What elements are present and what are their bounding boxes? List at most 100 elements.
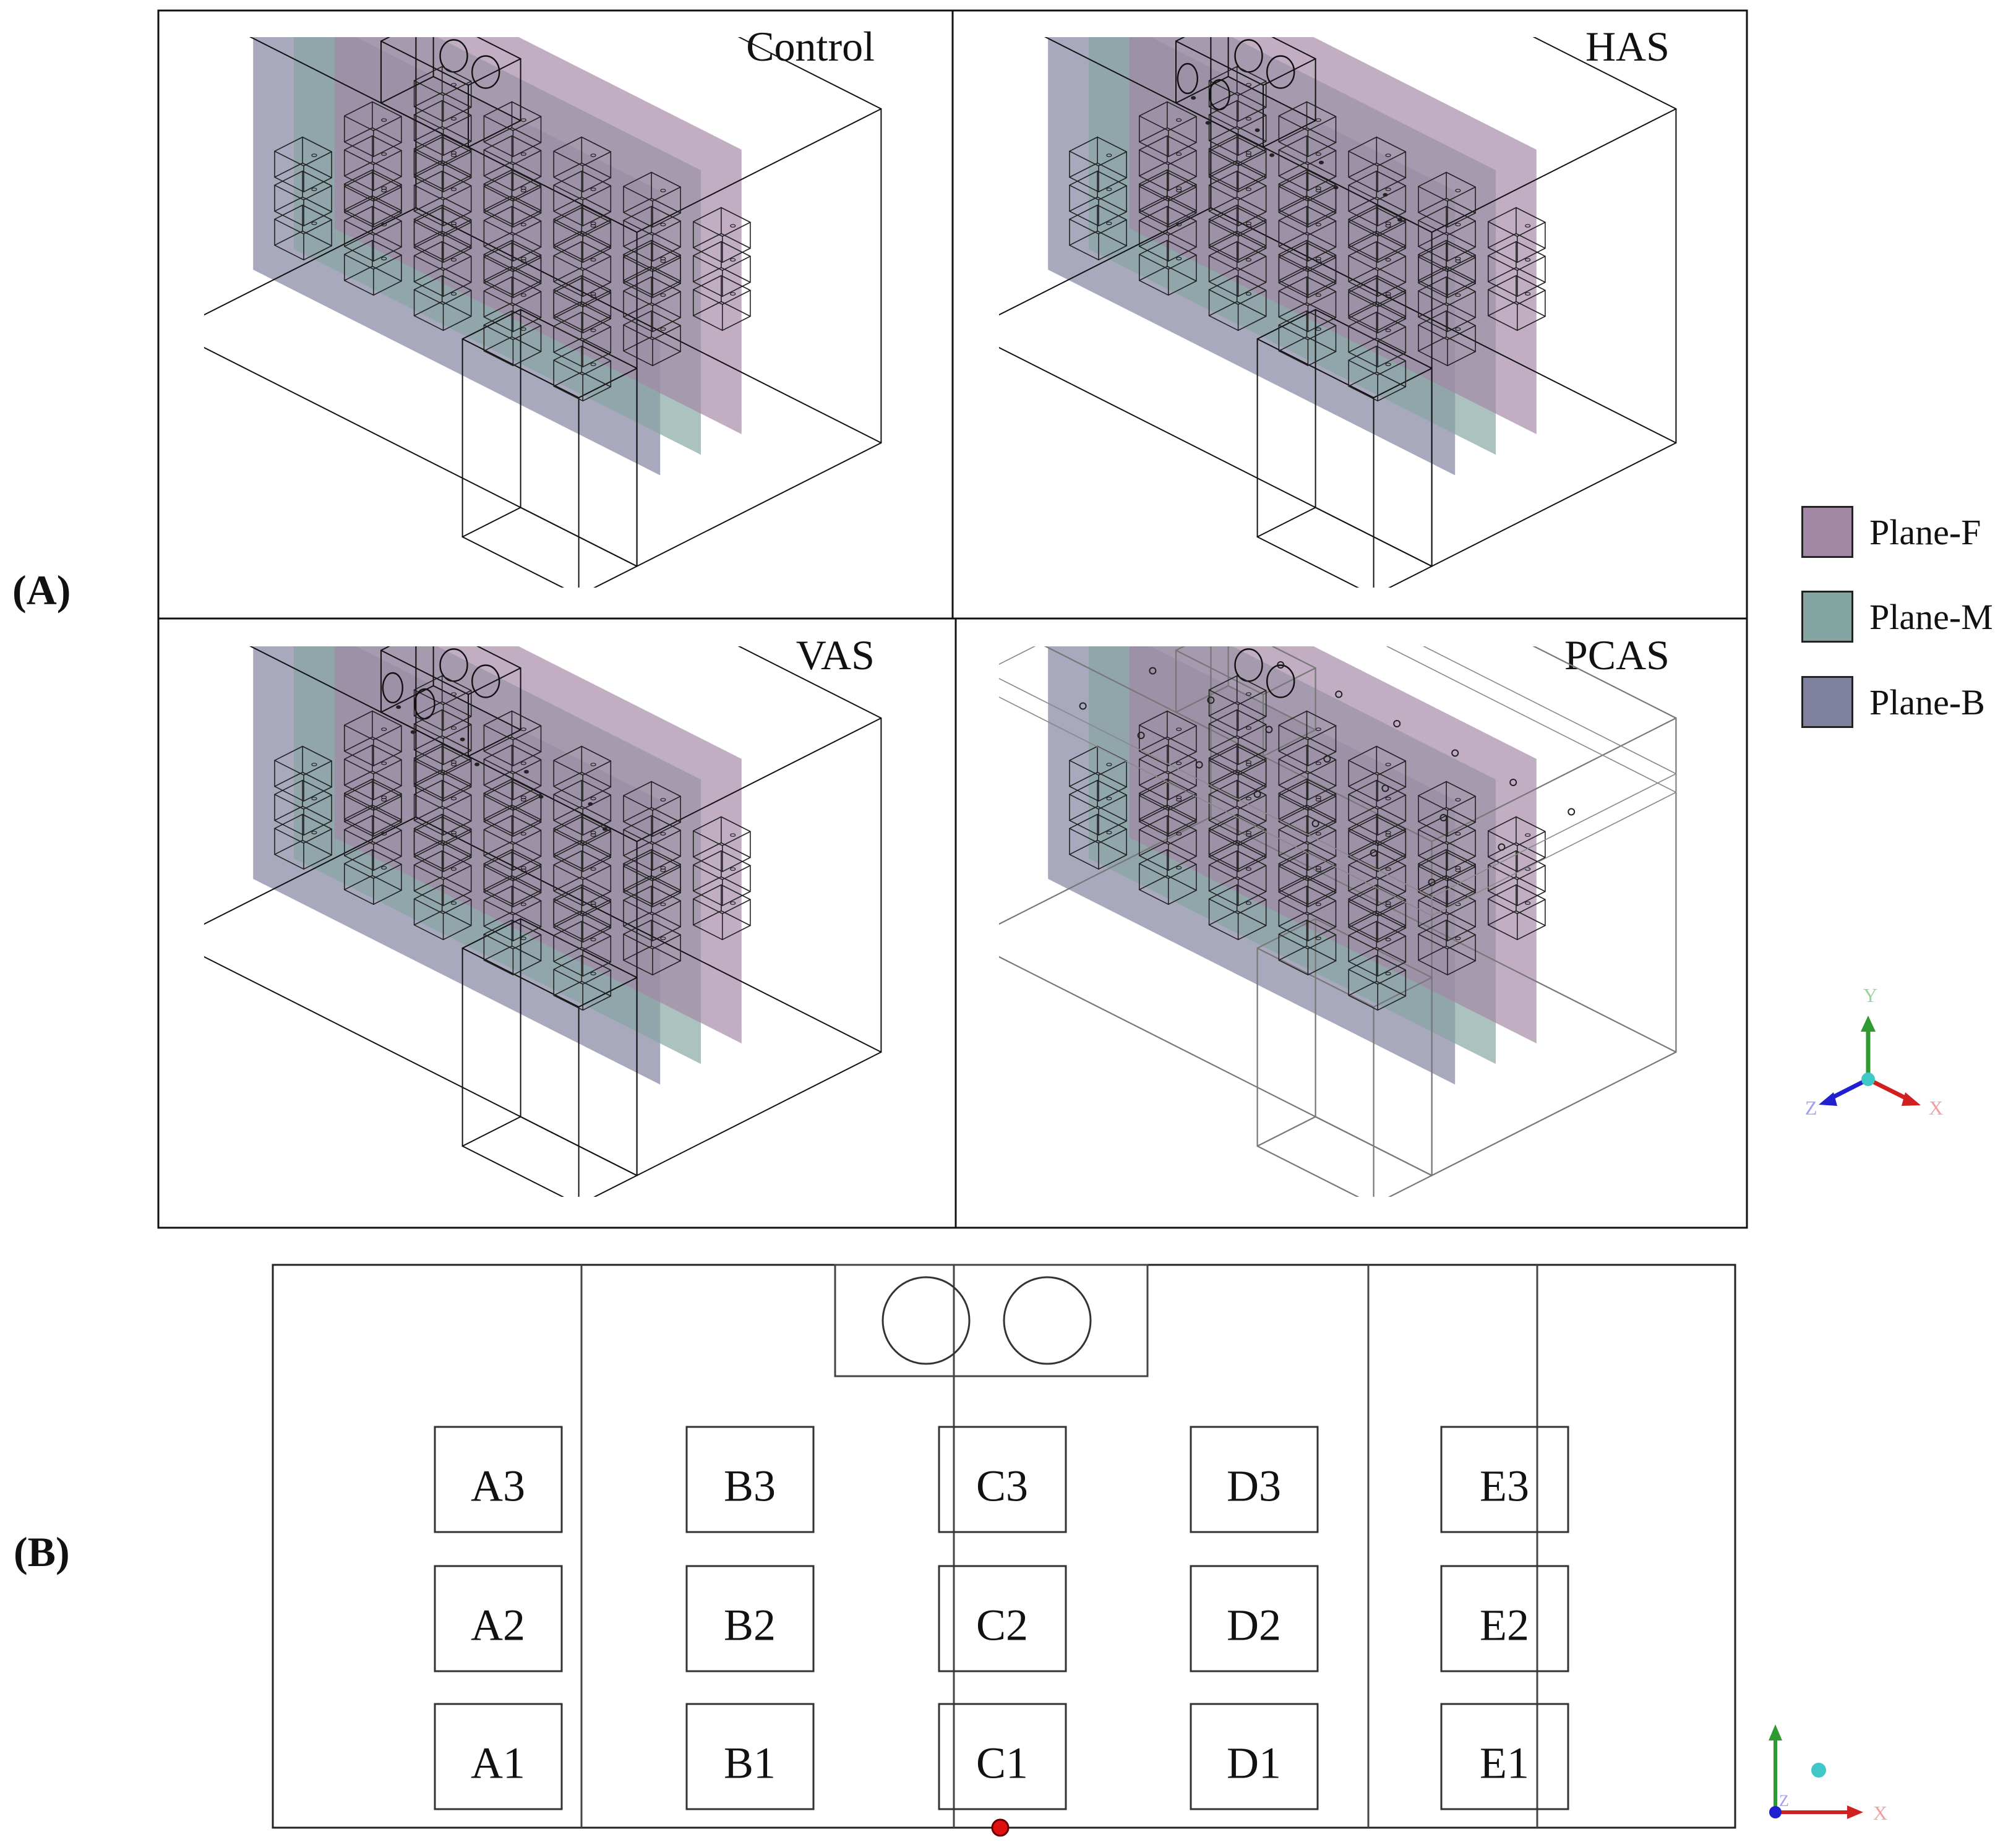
desk-1-1-2-edge bbox=[441, 771, 472, 788]
desk-4-0-1-edge bbox=[721, 876, 751, 893]
desk-4-0-2 bbox=[692, 816, 751, 872]
desk-2-1-2-edge bbox=[511, 197, 542, 214]
exhaust-hood bbox=[1175, 37, 1316, 148]
desk-4-2-0-edge bbox=[553, 980, 583, 996]
exhaust-hood-edge bbox=[1175, 40, 1264, 86]
desk-3-0-1-edge bbox=[651, 841, 681, 857]
desk-2-0-2-edge bbox=[1348, 771, 1378, 787]
desk-1-2-1-edge bbox=[1167, 220, 1197, 236]
desk-2-1-2-hole bbox=[520, 189, 526, 192]
desk-1-2-0-edge bbox=[343, 863, 374, 879]
desk-3-2-2-edge bbox=[1306, 877, 1337, 894]
seat-box-a3 bbox=[434, 1426, 563, 1533]
desk-2-2-1-edge bbox=[1208, 864, 1239, 880]
desk-2-2-1-edge bbox=[442, 891, 472, 906]
desk-4-2-1-edge bbox=[553, 311, 583, 327]
desk-0-1-1-edge bbox=[1138, 770, 1168, 786]
desk-4-1-1-edge bbox=[1418, 925, 1448, 941]
desk-3-1-2-edge bbox=[581, 842, 612, 858]
desk-0-1-0-edge bbox=[1138, 183, 1169, 199]
desk-3-0-0-edge bbox=[652, 863, 681, 879]
desk-1-2-0-edge bbox=[1167, 875, 1197, 891]
desk-1-2-1-edge bbox=[1138, 841, 1168, 857]
desk-3-0-2-edge bbox=[651, 807, 681, 823]
desk-4-0-2-edge bbox=[1516, 857, 1546, 872]
desk-4-1-2-edge bbox=[651, 268, 681, 285]
desk-3-2-0-edge bbox=[1278, 310, 1308, 326]
desk-3-1-1-edge bbox=[553, 255, 583, 271]
desk-1-1-1-edge bbox=[1208, 210, 1239, 226]
exhaust-hood-edge bbox=[1175, 75, 1229, 104]
desk-2-2-2-hole bbox=[1245, 833, 1252, 837]
desk-3-2-1 bbox=[483, 885, 542, 941]
desk-3-2-2-edge bbox=[512, 892, 542, 907]
desk-4-1-0-edge bbox=[1418, 959, 1448, 975]
desk-1-0-2-edge bbox=[1278, 710, 1308, 726]
panel-title-control: Control bbox=[746, 23, 875, 70]
desk-3-2-1-edge bbox=[511, 302, 542, 319]
desk-1-0-1-edge bbox=[483, 149, 514, 165]
desk-4-2-2-edge bbox=[582, 292, 612, 307]
desk-0-1-0-edge bbox=[1138, 818, 1169, 834]
desk-3-0-1-edge bbox=[1446, 815, 1476, 831]
desk-4-2-2-edge bbox=[553, 303, 583, 319]
desk-1-2-1-edge bbox=[343, 231, 373, 247]
desk-1-2-1-edge bbox=[372, 205, 402, 222]
desk-2-0-2-edge bbox=[1376, 162, 1407, 179]
desk-2-1-1 bbox=[483, 205, 542, 262]
desk-1-2-1-edge bbox=[343, 220, 374, 236]
desk-3-1-0-edge bbox=[1377, 925, 1407, 940]
desk-4-1-2-hole bbox=[660, 868, 666, 872]
desk-1-1-1-edge bbox=[441, 805, 472, 822]
section-label-a: (A) bbox=[12, 567, 71, 614]
desk-2-1-1-edge bbox=[483, 205, 513, 221]
desk-0-0-0-edge bbox=[413, 134, 443, 150]
desk-3-0-2-edge bbox=[1447, 186, 1476, 202]
desk-4-1-0-edge bbox=[623, 350, 653, 366]
desk-0-2-0 bbox=[274, 204, 332, 260]
desk-4-1-0-edge bbox=[623, 324, 653, 340]
axis-z-label: Z bbox=[1805, 1097, 1817, 1119]
desk-3-0-1-edge bbox=[1446, 841, 1476, 857]
desk-3-2-0-edge bbox=[512, 351, 542, 366]
desk-4-2-0-edge bbox=[1348, 969, 1378, 985]
exhaust-hood-edge bbox=[1175, 685, 1229, 713]
desk-1-0-0-edge bbox=[483, 169, 513, 185]
desk-2-2-1-edge bbox=[1237, 255, 1267, 271]
desk-4-0-2 bbox=[692, 207, 751, 263]
desk-3-1-1-edge bbox=[582, 255, 612, 271]
desk-1-0-2-edge bbox=[1307, 751, 1337, 766]
desk-2-0-1-edge bbox=[581, 805, 612, 822]
desk-4-0-2-edge bbox=[692, 233, 722, 249]
desk-0-2-0-hole bbox=[311, 221, 317, 225]
desk-2-2-0-hole bbox=[450, 292, 457, 296]
desk-2-1-1-edge bbox=[1278, 220, 1309, 236]
desk-2-2-2-hole bbox=[450, 224, 457, 228]
desk-4-1-2-edge bbox=[652, 866, 681, 881]
desk-3-1-0-edge bbox=[1348, 289, 1378, 305]
desk-0-2-1-edge bbox=[1097, 805, 1127, 822]
desk-2-0-2-edge bbox=[582, 786, 612, 802]
exhaust-hood-edge bbox=[1263, 58, 1316, 86]
desk-2-0-0-edge bbox=[553, 828, 583, 844]
desk-3-1-1-edge bbox=[553, 876, 583, 892]
desk-3-1-2-edge bbox=[1348, 207, 1378, 223]
desk-2-1-0-edge bbox=[512, 889, 542, 905]
desk-2-0-2-edge bbox=[1348, 162, 1378, 178]
desk-2-2-0-edge bbox=[1237, 289, 1267, 305]
desk-1-0-2 bbox=[483, 101, 542, 157]
desk-3-0-1 bbox=[1418, 205, 1476, 262]
desk-3-2-1-hole bbox=[520, 293, 526, 297]
desk-1-0-2-edge bbox=[483, 724, 514, 740]
desk-1-2-0-edge bbox=[1167, 254, 1197, 270]
desk-3-2-1-edge bbox=[1306, 276, 1337, 293]
desk-4-2-1-hole bbox=[1385, 328, 1391, 332]
desk-1-0-1-edge bbox=[512, 785, 542, 800]
desk-1-1-1-edge bbox=[413, 820, 444, 836]
desk-4-0-0-hole bbox=[1525, 901, 1531, 905]
desk-3-2-2-edge bbox=[483, 282, 514, 298]
desk-4-0-2-edge bbox=[1487, 816, 1517, 832]
desk-1-0-0-edge bbox=[511, 804, 542, 821]
desk-4-2-0-edge bbox=[1377, 360, 1407, 375]
desk-4-0-2-edge bbox=[692, 830, 723, 846]
